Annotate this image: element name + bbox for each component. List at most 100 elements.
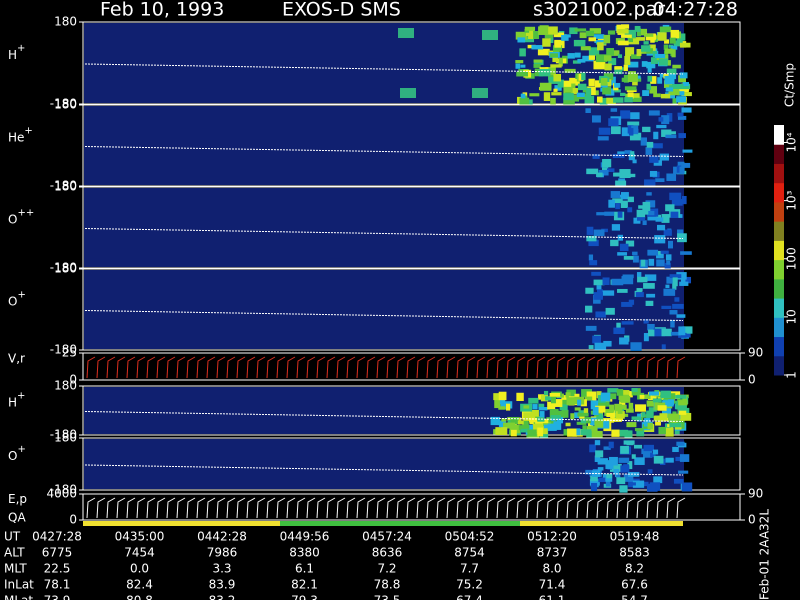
spectrogram-cell [472,88,488,98]
spectrogram-cell [648,210,655,216]
spectrogram-cell [598,169,609,176]
spectrogram-cell [650,76,657,84]
y-tick-label: 180 [54,180,77,194]
spectrogram-cell [659,413,668,421]
spectrogram-cell [597,42,604,51]
spectrogram-cell [661,214,670,223]
spectrogram-cell [618,417,624,421]
spectrogram-cell [604,393,617,400]
spectrogram-cell [671,49,676,58]
spectrogram-cell [650,38,655,43]
spectrogram-cell [603,340,612,347]
spectrogram-cell [643,450,653,458]
y-tick-label: 180 [54,98,77,112]
spectrogram-cell [672,98,677,104]
spectrogram-cell [641,45,651,52]
spectrogram-cell [590,417,599,426]
ephemeris-value: 0.0 [130,562,149,576]
spectrogram-cell [550,64,562,68]
spectrogram-cell [646,410,654,418]
spectrogram-cell [528,397,539,404]
spectrogram-cell [592,335,601,344]
spectrogram-cell [644,394,651,400]
spectrogram-cell [583,408,589,414]
spectrogram-cell [400,88,416,98]
spectrogram-cell [586,87,592,97]
spectrogram-cell [596,172,603,178]
spectrogram-cell [625,240,635,247]
panel-label: He+ [8,126,33,145]
spectrogram-cell [646,192,652,196]
spectrogram-cell [595,405,606,413]
panel-label-sup: + [17,391,25,402]
spectrogram-cell [550,97,556,105]
spectrogram-cell [627,61,639,68]
spectrogram-cell [593,34,605,39]
spectrogram-cell [589,444,596,453]
spectrogram-cell [533,30,540,39]
spectrogram-cell [647,216,657,221]
y2-tick-label: 90 [748,346,763,360]
spectrogram-cell [676,272,687,280]
spectrogram-cell [607,30,616,35]
panel-label-text: H [8,395,17,409]
spectrogram-cell [523,405,530,409]
spectrogram-cell [649,170,658,177]
ephemeris-row-name: ALT [4,546,25,560]
spectrogram-cell [493,393,505,401]
spectrogram-cell [677,112,683,117]
spectrogram-cell [665,48,673,54]
trend-line [84,228,684,239]
spectrogram-cell [593,279,605,286]
spectrogram-cell [642,220,647,226]
spectrogram-cell [631,482,636,486]
spectrogram-cell [576,428,581,436]
ephemeris-value: 7.7 [460,562,479,576]
spectrogram-cell [563,86,574,96]
spectrogram-cell [594,39,605,43]
spectrogram-cell [661,115,670,125]
trend-line [84,411,684,422]
spectrogram-cell [671,198,683,206]
spectrogram-cell [671,131,676,135]
spectrogram-cell [623,473,634,482]
panel-label-text: O [8,449,17,463]
spectrogram-cell [509,424,520,434]
spectrogram-cell [678,410,687,415]
spectrogram-cell [649,86,658,94]
spectrogram-cell [621,276,634,285]
spectrogram-cell [563,429,568,436]
ephemeris-value: 67.6 [621,578,648,592]
spectrogram-cell [680,251,692,255]
spectrogram-cell [628,71,637,79]
spectrogram-cell [576,421,587,425]
colorbar-segment [774,163,784,184]
spectrogram-cell [616,322,621,329]
spectrogram-cell [668,87,680,96]
spectrogram-cell [602,158,612,168]
spectrogram-cell [565,392,571,398]
spectrogram-cell [627,461,633,470]
spectrogram-cell [588,254,594,261]
colorbar-segment [774,182,784,203]
spectrogram-cell [657,396,669,401]
ephemeris-row-name: UT [4,530,21,544]
ephemeris-value: 7986 [207,546,238,560]
spectrogram-cell [680,162,691,168]
spectrogram-cell [656,224,666,231]
spectrogram-cell [657,32,667,41]
spectrogram-cell [601,228,608,233]
spectrogram-background [84,270,684,349]
spectrogram-cell [678,133,686,139]
spectrogram-cell [515,31,528,40]
spectrogram-cell [600,392,611,402]
spectrogram-cell [624,430,633,439]
spectrogram-cell [656,259,665,267]
spectrogram-cell [643,333,649,342]
spectrogram-cell [677,407,690,414]
spectrogram-cell [632,96,642,102]
sawtooth-trace [86,497,686,519]
spectrogram-cell [495,427,508,436]
spectrogram-background [84,106,684,185]
spectrogram-cell [631,125,639,135]
